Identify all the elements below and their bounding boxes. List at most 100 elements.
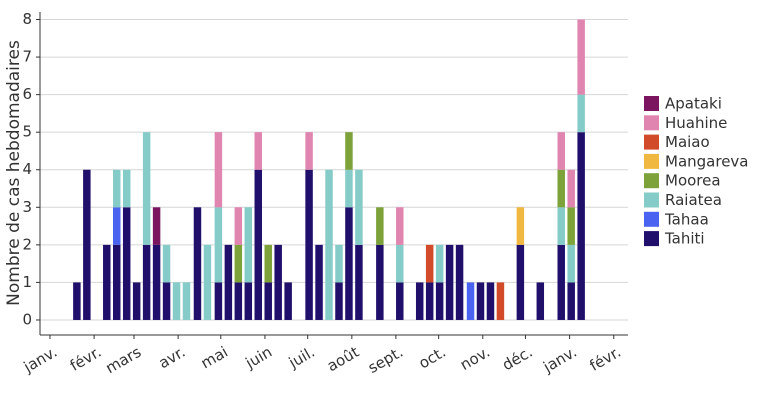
bar-segment <box>376 244 384 320</box>
bar-segment <box>142 244 151 320</box>
x-tick-label: juil. <box>285 343 318 372</box>
y-tick-label: 2 <box>22 235 32 253</box>
y-tick-label: 5 <box>22 123 32 141</box>
bar-segment <box>567 244 575 283</box>
bar-segment <box>264 244 272 283</box>
legend-label: Maiao <box>665 133 710 151</box>
bar-segment <box>445 244 454 320</box>
bar-segment <box>264 282 272 320</box>
bar-segment <box>335 244 343 283</box>
bar-segment <box>113 244 121 320</box>
bar-segment <box>152 244 161 320</box>
legend-label: Tahiti <box>664 230 705 248</box>
bar-segment <box>152 207 161 245</box>
x-tick-label: janv. <box>539 343 579 377</box>
bar-segment <box>234 244 243 283</box>
bar-segment <box>396 207 404 245</box>
bar-segment <box>122 207 131 320</box>
bar-segment <box>376 207 384 245</box>
legend-label: Moorea <box>665 172 721 190</box>
bar-segment <box>415 282 424 320</box>
legend-swatch <box>644 134 659 150</box>
x-tick-label: févr. <box>586 343 624 375</box>
x-tick-label: sept. <box>365 343 406 377</box>
legend-label: Apataki <box>665 95 722 113</box>
bar-segment <box>557 244 565 320</box>
y-tick-label: 1 <box>22 273 32 291</box>
bar-segment <box>557 207 565 245</box>
bar-segment <box>466 282 475 320</box>
x-tick-label: déc. <box>499 343 536 374</box>
y-tick-label: 3 <box>22 198 32 216</box>
bar-segment <box>113 207 121 245</box>
bar-segment <box>455 244 464 320</box>
bar-segment <box>435 244 444 283</box>
bar-segment <box>103 244 111 320</box>
legend-swatch <box>644 173 659 189</box>
y-tick-label: 8 <box>22 10 32 28</box>
bar-segment <box>476 282 485 320</box>
bar-segment <box>214 207 223 283</box>
bar-segment <box>305 169 313 320</box>
bar-segment <box>557 132 565 170</box>
bar-segment <box>435 282 444 320</box>
y-tick-label: 6 <box>22 85 32 103</box>
y-axis-label: Nombre de cas hebdomadaires <box>4 40 24 306</box>
bar-segment <box>254 169 262 320</box>
bar-segment <box>496 282 505 320</box>
bar-segment <box>73 282 81 320</box>
bar-segment <box>567 169 575 208</box>
bar-segment <box>182 282 191 320</box>
bar-segment <box>224 244 233 320</box>
bar-segment <box>355 244 363 320</box>
bar-segment <box>325 169 333 320</box>
bar-segment <box>345 132 353 170</box>
bar-segment <box>567 207 575 245</box>
y-tick-label: 4 <box>22 160 32 178</box>
legend-swatch <box>644 115 659 131</box>
bar-segment <box>577 19 585 95</box>
bar-segment <box>83 169 91 320</box>
legend-swatch <box>644 96 659 111</box>
bar-segment <box>162 244 171 283</box>
legend-swatch <box>644 153 659 169</box>
bar-segment <box>567 282 575 320</box>
x-tick-label: févr. <box>67 343 105 375</box>
bar-segment <box>122 169 131 208</box>
x-tick-label: avr. <box>155 343 188 372</box>
bar-segment <box>234 207 243 245</box>
bar-segment <box>335 282 343 320</box>
bar-segment <box>214 282 223 320</box>
legend-swatch <box>644 192 659 208</box>
bar-segment <box>244 282 253 320</box>
bar-segment <box>234 282 243 320</box>
legend-label: Raiatea <box>665 191 722 209</box>
legend-label: Tahaa <box>664 210 709 228</box>
x-tick-label: août <box>324 343 362 376</box>
bar-segment <box>113 169 121 208</box>
bar-segment <box>193 207 202 320</box>
bar-segment <box>516 244 525 320</box>
legend-swatch <box>644 211 659 227</box>
bar-segment <box>214 132 223 208</box>
bar-segment <box>345 169 353 208</box>
bar-segment <box>396 282 404 320</box>
x-tick-label: oct. <box>416 343 449 373</box>
bar-segment <box>172 282 181 320</box>
bar-segment <box>396 244 404 283</box>
bar-segment <box>425 282 434 320</box>
bar-segment <box>516 207 525 245</box>
bar-segment <box>557 169 565 208</box>
x-tick-label: nov. <box>457 343 493 374</box>
legend-label: Mangareva <box>665 152 749 170</box>
bar-segment <box>345 207 353 320</box>
bar-segment <box>577 94 585 133</box>
bar-segment <box>315 244 323 320</box>
bar-segment <box>577 132 585 320</box>
bar-segment <box>244 207 253 283</box>
bar-segment <box>305 132 313 170</box>
bar-segment <box>355 169 363 245</box>
legend-label: Huahine <box>665 114 727 132</box>
